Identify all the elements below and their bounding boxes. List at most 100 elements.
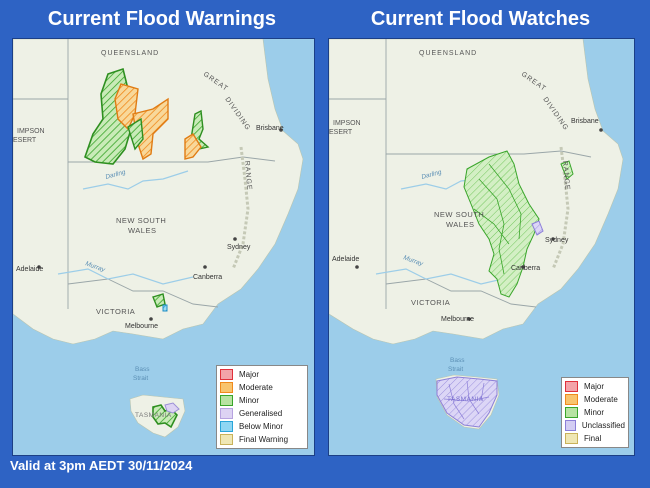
label-nsw-1: NEW SOUTH [116, 216, 166, 225]
valid-time-text: Valid at 3pm AEDT 30/11/2024 [10, 458, 193, 473]
warning-area-minor-4 [152, 293, 166, 308]
legend-swatch [220, 382, 233, 393]
legend-swatch [565, 420, 576, 431]
legend-label: Below Minor [239, 422, 284, 431]
label-brisbane: Brisbane [256, 125, 284, 132]
label-bass-2: Strait [133, 375, 148, 382]
label-nsw-1: NEW SOUTH [434, 210, 484, 219]
watches-title: Current Flood Watches [370, 8, 591, 30]
warning-area-moderate-3 [184, 133, 202, 160]
legend-row: Unclassified [565, 419, 625, 432]
label-canberra: Canberra [511, 265, 540, 272]
legend-label: Major [584, 382, 605, 391]
label-tasmania: TASMANIA [447, 396, 484, 403]
state-border-qld [67, 39, 276, 163]
watches-map: QUEENSLAND GREAT DIVIDING RANGE IMPSON E… [328, 38, 635, 456]
label-sydney: Sydney [545, 237, 569, 244]
label-simpson-1: IMPSON [333, 120, 361, 127]
state-border-vic [67, 278, 219, 308]
adelaide-dot [37, 265, 41, 269]
legend-label: Final Warning [239, 435, 289, 444]
label-sydney: Sydney [227, 244, 251, 251]
legend-label: Final [584, 434, 602, 443]
melbourne-dot [149, 317, 153, 321]
legend-label: Minor [239, 396, 260, 405]
label-victoria: VICTORIA [96, 307, 135, 316]
legend-label: Generalised [239, 409, 283, 418]
label-adelaide: Adelaide [16, 266, 43, 273]
label-nsw-2: WALES [446, 220, 474, 229]
legend-swatch [565, 394, 578, 405]
legend-row: Minor [565, 406, 625, 419]
state-border-qld [385, 39, 592, 158]
warning-area-generalised-tas [164, 402, 180, 414]
warnings-title: Current Flood Warnings [47, 8, 277, 30]
label-nsw-2: WALES [128, 226, 156, 235]
legend-row: Moderate [565, 393, 625, 406]
warnings-map: QUEENSLAND GREAT DIVIDING RANGE IMPSON E… [12, 38, 315, 456]
legend-row: Below Minor [220, 420, 304, 433]
legend-row: Moderate [220, 381, 304, 394]
label-victoria: VICTORIA [411, 298, 450, 307]
legend-row: Generalised [220, 407, 304, 420]
legend-row: Final Warning [220, 433, 304, 446]
label-queensland: QUEENSLAND [419, 50, 477, 57]
label-simpson-2: ESERT [329, 129, 353, 136]
warning-area-below-minor-1 [162, 304, 168, 312]
sydney-dot [551, 237, 555, 241]
legend-swatch [220, 421, 233, 432]
label-queensland: QUEENSLAND [101, 50, 159, 57]
legend-swatch [220, 395, 233, 406]
legend-swatch [565, 381, 578, 392]
watch-area-minor-nsw-lines [473, 163, 522, 275]
legend-row: Minor [220, 394, 304, 407]
label-range: RANGE [561, 161, 571, 191]
river-murray [375, 268, 512, 285]
adelaide-dot [355, 265, 359, 269]
state-border-vic [385, 278, 537, 308]
label-brisbane: Brisbane [571, 118, 599, 125]
river-murray [57, 268, 194, 285]
label-bass-1: Bass [450, 357, 465, 364]
legend-swatch [565, 433, 578, 444]
great-dividing-range [231, 146, 250, 270]
melbourne-dot [467, 317, 471, 321]
watch-area-minor-nsw [463, 150, 540, 298]
label-adelaide: Adelaide [332, 256, 359, 263]
watch-area-unclassified-tas [436, 376, 498, 428]
label-simpson-2: ESERT [13, 137, 37, 144]
sydney-dot [233, 237, 237, 241]
warning-area-minor-2 [127, 117, 144, 151]
label-simpson-1: IMPSON [17, 128, 45, 135]
legend-label: Minor [584, 408, 605, 417]
legend-swatch [220, 369, 233, 380]
label-range: RANGE [243, 161, 253, 191]
legend-row: Major [220, 368, 304, 381]
brisbane-dot [279, 128, 283, 132]
label-melbourne: Melbourne [125, 323, 158, 330]
watch-area-minor-north [560, 160, 574, 180]
legend-label: Unclassified [581, 421, 625, 430]
label-canberra: Canberra [193, 274, 222, 281]
warning-area-moderate-2 [132, 97, 169, 161]
legend-label: Major [239, 370, 260, 379]
land-mainland [13, 39, 304, 345]
legend-swatch [565, 407, 578, 418]
label-bass-1: Bass [135, 366, 150, 373]
canberra-dot [521, 265, 525, 269]
warnings-map-svg: QUEENSLAND GREAT DIVIDING RANGE IMPSON E… [13, 39, 304, 438]
legend-row: Major [565, 380, 625, 393]
river-darling [82, 170, 189, 190]
legend-swatch [220, 434, 233, 445]
warnings-legend: Major Moderate Minor Generalised Below M… [216, 365, 308, 449]
legend-label: Moderate [584, 395, 618, 404]
canberra-dot [203, 265, 207, 269]
brisbane-dot [599, 128, 603, 132]
watches-map-svg: QUEENSLAND GREAT DIVIDING RANGE IMPSON E… [329, 39, 624, 430]
watches-legend: Major Moderate Minor Unclassified Final [561, 377, 629, 448]
watch-area-unclassified-tas-lines [443, 380, 490, 420]
label-tasmania: TASMANIA [135, 412, 172, 419]
legend-row: Final [565, 432, 625, 445]
label-melbourne: Melbourne [441, 316, 474, 323]
legend-swatch [220, 408, 233, 419]
